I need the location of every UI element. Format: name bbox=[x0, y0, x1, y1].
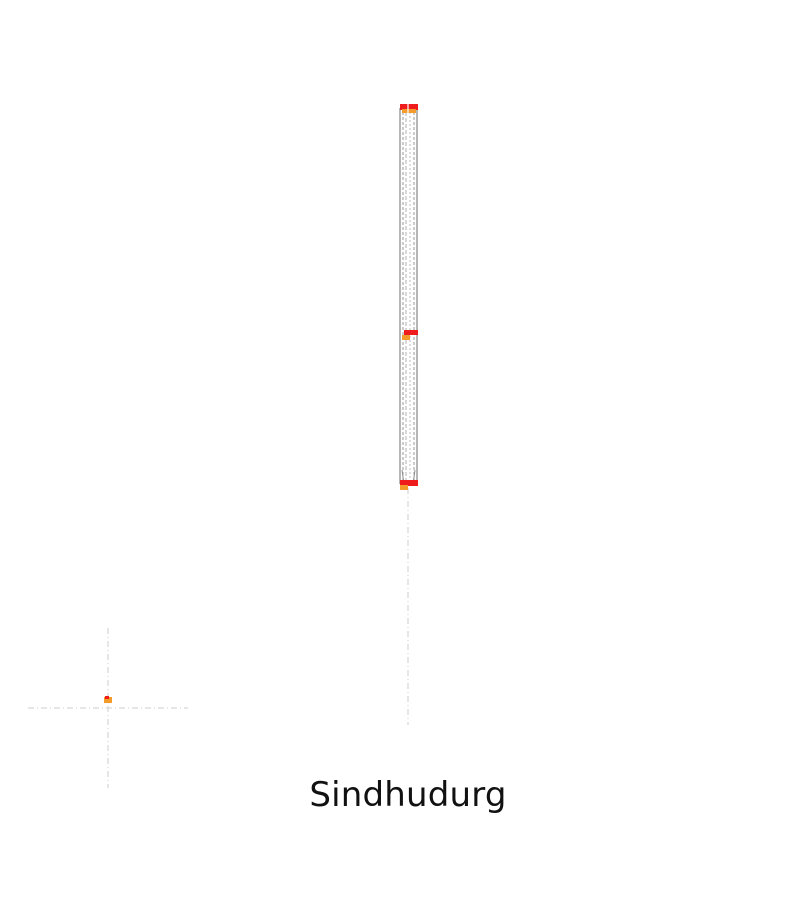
column-top-marker bbox=[400, 104, 418, 113]
column-bottom-marker bbox=[400, 480, 418, 490]
column-structure bbox=[399, 108, 418, 485]
diagram-title: Sindhudurg bbox=[309, 775, 507, 815]
crosshair-marker bbox=[104, 696, 112, 703]
column-middle-marker bbox=[402, 330, 418, 340]
